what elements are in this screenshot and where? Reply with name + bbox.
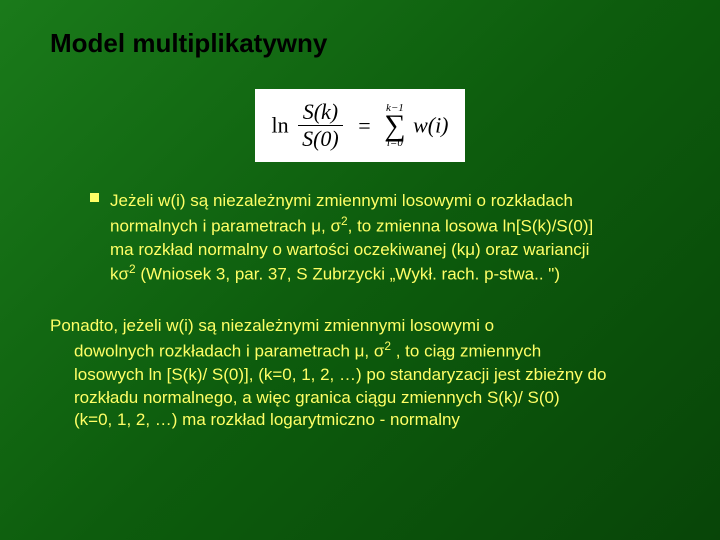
para-line2b: , to ciąg zmiennych bbox=[391, 342, 541, 361]
para-line4: rozkładu normalnego, a więc granica ciąg… bbox=[74, 387, 670, 410]
bullet-line4b: (Wniosek 3, par. 37, S Zubrzycki „Wykł. … bbox=[136, 265, 560, 284]
para-line2: dowolnych rozkładach i parametrach μ, σ2… bbox=[74, 338, 670, 364]
para-line2a: dowolnych rozkładach i parametrach μ, σ bbox=[74, 342, 384, 361]
formula-sum-lower: i=0 bbox=[384, 138, 405, 149]
formula-sum: k−1 ∑ i=0 bbox=[384, 103, 405, 149]
para-line3: losowych ln [S(k)/ S(0)], (k=0, 1, 2, …)… bbox=[74, 364, 670, 387]
formula-equals: = bbox=[358, 113, 370, 138]
bullet-line2b: , to zmienna losowa ln[S(k)/S(0)] bbox=[348, 217, 594, 236]
paragraph-block: Ponadto, jeżeli w(i) są niezależnymi zmi… bbox=[50, 315, 670, 432]
bullet-line4a: kσ bbox=[110, 265, 129, 284]
bullet-line1: Jeżeli w(i) są niezależnymi zmiennymi lo… bbox=[110, 191, 573, 210]
formula: ln S(k) S(0) = k−1 ∑ i=0 w(i) bbox=[255, 89, 464, 162]
slide-title: Model multiplikatywny bbox=[50, 28, 670, 59]
bullet-sup1: 2 bbox=[341, 214, 348, 228]
bullet-marker-icon bbox=[90, 193, 99, 202]
formula-denominator: S(0) bbox=[298, 126, 343, 152]
formula-wi: w(i) bbox=[413, 113, 448, 138]
formula-numerator: S(k) bbox=[298, 99, 343, 126]
para-line1: Ponadto, jeżeli w(i) są niezależnymi zmi… bbox=[50, 315, 670, 338]
slide: Model multiplikatywny ln S(k) S(0) = k−1… bbox=[0, 0, 720, 540]
para-line5: (k=0, 1, 2, …) ma rozkład logarytmiczno … bbox=[74, 409, 670, 432]
bullet-line2a: normalnych i parametrach μ, σ bbox=[110, 217, 341, 236]
formula-container: ln S(k) S(0) = k−1 ∑ i=0 w(i) bbox=[50, 89, 670, 162]
formula-sigma: ∑ bbox=[384, 114, 405, 138]
formula-ln: ln bbox=[271, 113, 288, 138]
para-sup: 2 bbox=[384, 339, 391, 353]
formula-fraction: S(k) S(0) bbox=[298, 99, 343, 152]
bullet-line3: ma rozkład normalny o wartości oczekiwan… bbox=[110, 240, 589, 259]
bullet-sup2: 2 bbox=[129, 262, 136, 276]
bullet-item: Jeżeli w(i) są niezależnymi zmiennymi lo… bbox=[50, 190, 670, 287]
